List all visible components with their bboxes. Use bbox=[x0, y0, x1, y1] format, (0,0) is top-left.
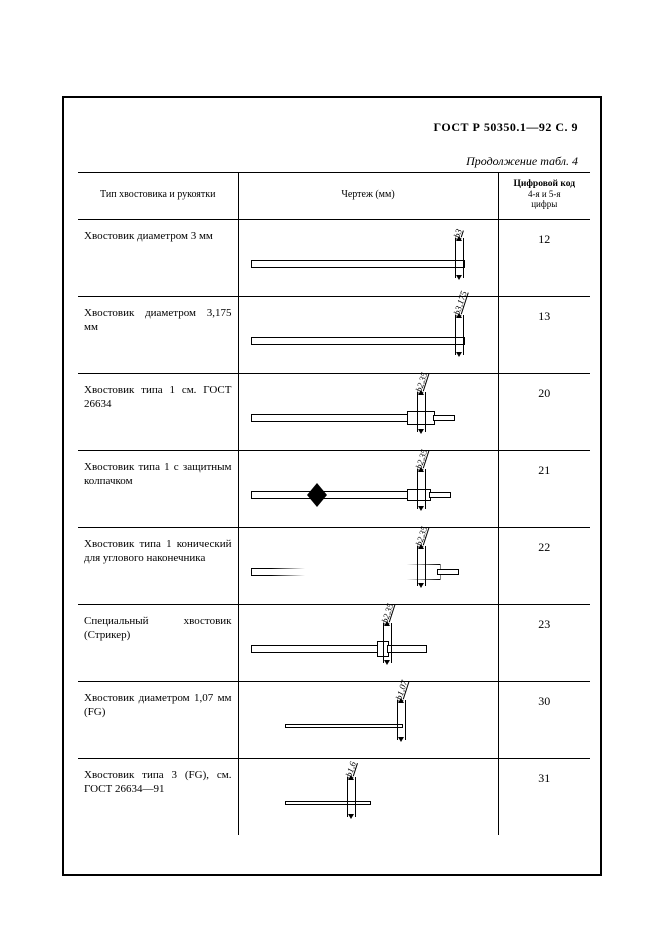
cell-desc: Хвостовик диаметром 3 мм bbox=[78, 220, 238, 297]
shank-drawing: ф1,07 bbox=[245, 692, 492, 744]
table-header-row: Тип хвостовика и рукоятки Чертеж (мм) Ци… bbox=[78, 173, 590, 220]
table-caption: Продолжение табл. 4 bbox=[466, 154, 578, 169]
cell-drawing: ф2,35 bbox=[238, 605, 498, 682]
dimension-label: ф2,35 bbox=[413, 448, 429, 472]
shank-drawing: ф2,35 bbox=[245, 461, 492, 513]
shank-drawing: ф2,35 bbox=[245, 384, 492, 436]
table-row: Хвостовик диаметром 1,07 мм (FG) ф1,07 30 bbox=[78, 682, 590, 759]
dimension-label: ф1,07 bbox=[393, 679, 409, 703]
table-body: Хвостовик диаметром 3 ммф312Хвостовик ди… bbox=[78, 220, 590, 836]
shank-drawing: ф2,35 bbox=[245, 538, 492, 590]
cell-code: 12 bbox=[498, 220, 590, 297]
cell-code: 23 bbox=[498, 605, 590, 682]
shank-drawing: ф2,35 bbox=[245, 615, 492, 667]
cell-drawing: ф3,175 bbox=[238, 297, 498, 374]
col-type: Тип хвостовика и рукоятки bbox=[78, 173, 238, 220]
cell-drawing: ф3 bbox=[238, 220, 498, 297]
cell-drawing: ф2,35 bbox=[238, 374, 498, 451]
dimension-label: ф2,35 bbox=[413, 525, 429, 549]
table-row: Специальный хвостовик (Стрикер) ф2,35 23 bbox=[78, 605, 590, 682]
cell-code: 30 bbox=[498, 682, 590, 759]
cell-drawing: ф1,6 bbox=[238, 759, 498, 836]
cell-desc: Хвостовик типа 1 конический для углового… bbox=[78, 528, 238, 605]
dimension-marker: ф2,35 bbox=[383, 621, 413, 665]
cell-drawing: ф1,07 bbox=[238, 682, 498, 759]
dimension-marker: ф1,6 bbox=[347, 775, 377, 819]
table-row: Хвостовик типа 3 (FG), см. ГОСТ 26634—91… bbox=[78, 759, 590, 836]
cell-code: 21 bbox=[498, 451, 590, 528]
dimension-marker: ф2,35 bbox=[417, 544, 447, 588]
shank-drawing: ф1,6 bbox=[245, 769, 492, 821]
cell-desc: Хвостовик диаметром 1,07 мм (FG) bbox=[78, 682, 238, 759]
shank-table: Тип хвостовика и рукоятки Чертеж (мм) Ци… bbox=[78, 172, 590, 835]
dimension-marker: ф2,35 bbox=[417, 390, 447, 434]
dimension-marker: ф3 bbox=[455, 236, 485, 280]
dimension-marker: ф3,175 bbox=[455, 313, 485, 357]
cell-code: 22 bbox=[498, 528, 590, 605]
shank-drawing: ф3 bbox=[245, 230, 492, 282]
col-drawing: Чертеж (мм) bbox=[238, 173, 498, 220]
content-frame: ГОСТ Р 50350.1—92 С. 9 Продолжение табл.… bbox=[62, 96, 602, 876]
cell-code: 20 bbox=[498, 374, 590, 451]
cell-drawing: ф2,35 bbox=[238, 451, 498, 528]
table-row: Хвостовик типа 1 с защитным колпачком ф2,… bbox=[78, 451, 590, 528]
dimension-label: ф2,35 bbox=[379, 602, 395, 626]
table-row: Хвостовик диаметром 3,175 мм ф3,175 13 bbox=[78, 297, 590, 374]
table-row: Хвостовик типа 1 см. ГОСТ 26634 ф2,35 20 bbox=[78, 374, 590, 451]
table-row: Хвостовик типа 1 конический для углового… bbox=[78, 528, 590, 605]
cell-drawing: ф2,35 bbox=[238, 528, 498, 605]
col-code: Цифровой код 4-я и 5-я цифры bbox=[498, 173, 590, 220]
cell-desc: Хвостовик диаметром 3,175 мм bbox=[78, 297, 238, 374]
shank-drawing: ф3,175 bbox=[245, 307, 492, 359]
cell-code: 31 bbox=[498, 759, 590, 836]
table-row: Хвостовик диаметром 3 мм ф3 12 bbox=[78, 220, 590, 297]
dimension-label: ф2,35 bbox=[413, 371, 429, 395]
cell-desc: Хвостовик типа 3 (FG), см. ГОСТ 26634—91 bbox=[78, 759, 238, 836]
dimension-marker: ф1,07 bbox=[397, 698, 427, 742]
doc-header: ГОСТ Р 50350.1—92 С. 9 bbox=[434, 120, 578, 135]
dimension-marker: ф2,35 bbox=[417, 467, 447, 511]
cell-code: 13 bbox=[498, 297, 590, 374]
cell-desc: Специальный хвостовик (Стрикер) bbox=[78, 605, 238, 682]
cell-desc: Хвостовик типа 1 с защитным колпачком bbox=[78, 451, 238, 528]
page: ГОСТ Р 50350.1—92 С. 9 Продолжение табл.… bbox=[0, 0, 661, 935]
cell-desc: Хвостовик типа 1 см. ГОСТ 26634 bbox=[78, 374, 238, 451]
